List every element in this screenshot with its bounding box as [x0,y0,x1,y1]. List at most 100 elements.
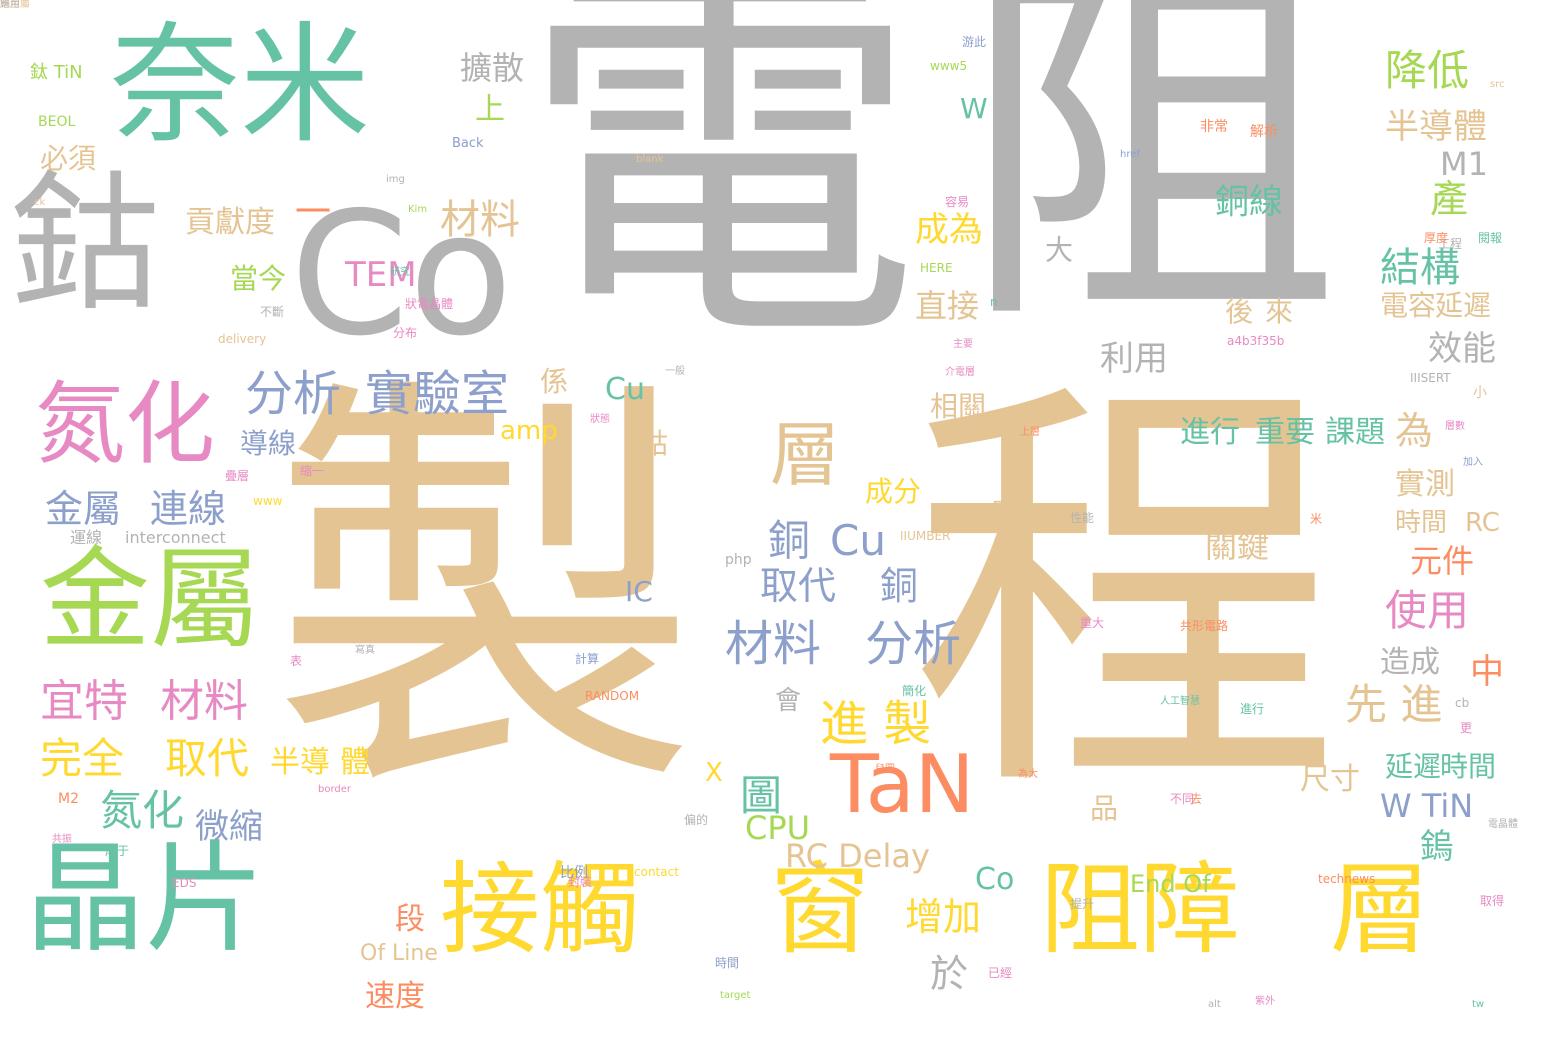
word-152-cjk: 封裝 [568,875,593,889]
word-43-cjk: 結構 [1380,245,1460,291]
word-174-cjk: 狀電晶體 [405,297,454,311]
word-154-cjk: 去 [1190,792,1203,806]
word-54-cjk: 重要 [1255,415,1315,450]
word-144-cjk: 加入 [1463,457,1483,468]
word-74-cjk: 段 [395,902,425,937]
word-81-cjk: 貢獻度 [185,205,275,240]
word-145-cjk: 計算 [575,652,600,666]
word-84-tem: TEM [345,255,417,295]
word-32-cjk: 體 [340,745,370,780]
word-46-cjk: 效能 [1428,329,1496,369]
word-0-cjk: 電 [520,0,920,392]
word-157-cjk: 小 [1473,385,1487,401]
word-9-cjk: 晶片 [25,830,265,969]
word-59-rc: RC [1465,508,1500,538]
word-162-cjk: 提升 [1070,897,1095,911]
word-100-beol: BEOL [38,114,76,130]
word-135-cjk: 厚度 [1424,231,1449,245]
word-71-end-of: End Of [1130,870,1211,898]
word-78-cjk: 上 [475,92,505,127]
word-52-cjk: 相關 [930,390,987,423]
word-127-cb: cb [1455,696,1470,710]
word-63-cjk: 造成 [1380,645,1440,680]
word-103-back: Back [452,136,484,151]
word-6-cjk: 鈷 [10,158,161,332]
word-148-cjk: 進行 [1240,702,1265,716]
word-160-cjk: 為大 [1018,769,1038,780]
word-34-cjk: 微縮 [195,807,263,847]
word-20-cu: Cu [830,516,886,565]
word-29-cjk: 完全 [40,734,125,783]
word-171-cjk: 紫外 [1255,996,1275,1007]
word-69-cjk: 尺寸 [1300,762,1360,797]
word-15-cjk: 分析 [245,366,342,422]
word-1-cjk: 阻 [960,0,1340,371]
word-68-w-tin: W TiN [1380,787,1474,825]
word-21-cjk: 取代 [760,564,837,608]
word-156-cjk: 表 [290,654,303,668]
word-167-cjk: 疊層 [225,469,250,483]
word-27-cjk: 宜特 [40,676,128,727]
word-40-m1: M1 [1440,145,1488,183]
word-161-cjk: 時間 [715,956,740,970]
word-111-php: php [725,552,752,568]
word-92-co: Co [975,862,1015,897]
word-137-cjk: 不斷 [260,305,285,319]
word-106-delivery: delivery [218,332,267,346]
word-158-cjk: 介電層 [945,367,975,378]
word-38-cjk: 降低 [1385,46,1470,95]
word-62-cjk: 使用 [1385,586,1470,635]
word-147-cjk: 重大 [1080,616,1105,630]
word-143-cjk: 層數 [1445,421,1465,432]
word-94-cjk: 會 [775,686,802,716]
word-139-cjk: 研究 [390,267,410,278]
word-23-cjk: 進 製 [820,696,932,752]
word-115-contact: contact [634,865,679,879]
word-5-co: Co [290,176,513,374]
word-163-cjk: 性能 [1070,511,1095,525]
word-177-cjk: 應用 [0,0,20,10]
word-72-cjk: 增加 [905,895,982,939]
word-56-cjk: 為 [1395,409,1434,453]
word-164-cjk: 偏的 [684,813,709,827]
word-151-cjk: 取得 [1480,894,1505,908]
word-123-href: href [1120,149,1140,160]
word-126-ck: ck [34,197,46,208]
word-13-cjk: 層 [1330,851,1430,968]
word-170-cjk: 兒圖 [875,764,895,775]
word-96-cjk: 品 [1090,792,1119,825]
word-33-cjk: 氮化 [100,786,185,835]
word-10-cjk: 接觸 [440,851,640,968]
word-90-cjk: 成分 [865,475,922,508]
word-36-cpu: CPU [745,809,811,847]
word-51-cjk: 直接 [915,287,980,325]
word-113-m2: M2 [58,791,79,807]
word-12-cjk: 阻障 [1040,851,1240,968]
word-99-tin: 鈦 TiN [30,62,83,83]
word-14-tan: TaN [830,738,975,831]
word-118-target: target [720,990,751,1001]
word-130-cjk: 非常 [1200,119,1228,135]
word-104-img: img [386,174,405,185]
word-155-cjk: 米 [1310,512,1323,526]
word-125-kim: Kim [408,204,428,215]
word-24-cjk: 層 [770,414,840,496]
word-132-cjk: 游此 [962,35,987,49]
word-44-cjk: 電容 [1380,289,1437,322]
word-45-cjk: 延遲 [1435,289,1492,322]
word-28-cjk: 材料 [160,676,248,727]
word-149-cjk: 不同 [1170,792,1195,806]
word-11-cjk: 窗 [770,851,870,968]
word-176-cjk: 鍋金屬 [0,0,30,10]
word-83-cjk: 必須 [40,142,97,175]
word-58-cjk: 時間 [1395,508,1448,538]
word-61-cjk: 元件 [1410,542,1475,580]
word-173-cjk: 共形電路 [1180,619,1229,633]
word-120-a4b3f35b: a4b3f35b [1227,334,1285,348]
word-17-cjk: 材料 [725,616,822,672]
word-88-cu: Cu [605,372,645,407]
word-8-cjk: 金屬 [40,536,260,664]
word-47-cjk: 後 [1225,295,1254,328]
word-140-cjk: 狀態 [590,414,610,425]
